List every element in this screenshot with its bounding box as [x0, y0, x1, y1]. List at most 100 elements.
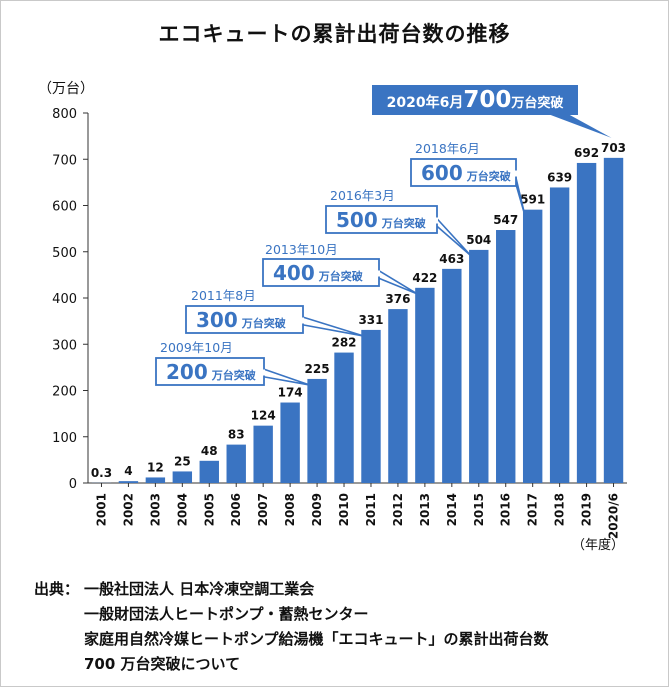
bar-value-label: 703 [601, 141, 626, 155]
x-tick-label: 2014 [445, 493, 459, 526]
callout-number: 200 [166, 360, 208, 384]
source-label: 出典： [34, 580, 80, 598]
y-tick-label: 400 [52, 292, 77, 307]
callout-box [410, 158, 517, 187]
x-tick-label: 2001 [94, 493, 108, 526]
callout-text: 400 万台突破 [273, 261, 363, 285]
bar-2017 [522, 209, 543, 483]
callout-box [372, 85, 578, 115]
callout-unit: 万台突破 [318, 269, 363, 283]
y-tick-label: 100 [52, 431, 77, 446]
callout-pointer [548, 114, 612, 138]
y-tick-label: 300 [52, 338, 77, 353]
callout-date: 2020年6月 [387, 94, 464, 111]
bar-value-label: 463 [439, 252, 464, 266]
y-tick-label: 200 [52, 385, 77, 400]
callout-number: 400 [273, 261, 315, 285]
source-line: 一般社団法人 日本冷凍空調工業会 [84, 580, 315, 598]
callout-number: 600 [421, 161, 463, 185]
bar-2015 [469, 249, 489, 483]
bar-2013 [415, 287, 435, 483]
bar-value-label: 331 [358, 313, 383, 327]
callout-pointer [261, 367, 311, 386]
source-line: 700 万台突破について [84, 655, 241, 673]
x-tick-label: 2015 [472, 493, 486, 526]
bar-value-label: 124 [251, 409, 276, 423]
callout-pointer [300, 315, 365, 337]
bar-value-label: 692 [574, 146, 599, 160]
x-axis-label: （年度） [572, 537, 624, 553]
bar-value-label: 174 [278, 386, 303, 400]
callout-pointer [376, 268, 418, 295]
bar-2007 [253, 425, 273, 483]
bar-2005 [199, 460, 219, 483]
bar-2003 [145, 477, 166, 483]
x-tick-label: 2020/6 [607, 493, 621, 539]
x-tick-label: 2019 [580, 493, 594, 526]
callout-text: 300 万台突破 [196, 308, 286, 332]
x-tick-label: 2016 [499, 493, 513, 526]
callout-join [513, 170, 517, 177]
bar-value-label: 422 [412, 271, 437, 285]
callout-text: 500 万台突破 [336, 208, 426, 232]
callout-text: 600 万台突破 [421, 161, 511, 185]
bar-value-label: 504 [466, 233, 491, 247]
callout-date: 2018年6月 [415, 141, 480, 156]
x-tick-label: 2018 [553, 493, 567, 526]
callout-date: 2011年8月 [191, 288, 256, 303]
bar-2012 [388, 309, 408, 483]
bar-2016 [496, 230, 516, 483]
bar-value-label: 376 [385, 292, 410, 306]
callout-unit: 万台突破 [466, 169, 511, 183]
callout-number: 700 [463, 87, 511, 113]
y-tick-label: 500 [52, 246, 77, 261]
x-tick-label: 2007 [256, 493, 270, 526]
bar-2014 [442, 268, 462, 483]
bar-2006 [226, 444, 246, 483]
callout-join [261, 369, 265, 376]
x-tick-label: 2008 [283, 493, 297, 526]
y-tick-label: 800 [52, 107, 77, 122]
bar-2010 [334, 352, 354, 483]
x-tick-label: 2004 [175, 493, 189, 526]
callout-join [434, 217, 438, 224]
callout-unit: 万台突破 [241, 316, 286, 330]
bar-2020/6 [603, 157, 624, 484]
bar-value-label: 48 [201, 444, 218, 458]
callout-number: 300 [196, 308, 238, 332]
callout-unit: 万台突破 [510, 95, 563, 111]
bar-2019 [576, 162, 597, 483]
bar-2004 [172, 471, 193, 483]
callout-date: 2016年3月 [330, 188, 395, 203]
source-line: 家庭用自然冷媒ヒートポンプ給湯機「エコキュート」の累計出荷台数 [84, 630, 549, 648]
bar-2002 [118, 481, 139, 483]
callout-date: 2013年10月 [265, 242, 338, 257]
bar-2009 [307, 378, 327, 483]
bar-2008 [280, 402, 300, 483]
x-tick-label: 2002 [121, 493, 135, 526]
bar-2018 [549, 187, 570, 483]
x-tick-label: 2005 [202, 493, 216, 526]
callout-join [376, 270, 380, 277]
y-tick-label: 600 [52, 200, 77, 215]
callout-join [300, 317, 304, 324]
x-tick-label: 2009 [310, 493, 324, 526]
bar-value-label: 282 [331, 336, 356, 350]
y-axis-label: （万台） [38, 81, 94, 97]
bar-value-label: 547 [493, 213, 518, 227]
bar-2011 [361, 329, 381, 483]
source-line: 一般財団法人ヒートポンプ・蓄熱センター [84, 605, 369, 623]
x-tick-label: 2003 [148, 493, 162, 526]
bar-value-label: 0.3 [91, 466, 112, 480]
x-tick-label: 2012 [391, 493, 405, 526]
y-tick-label: 0 [69, 477, 77, 492]
chart-title: エコキュートの累計出荷台数の推移 [158, 22, 511, 46]
callout-box [185, 305, 304, 334]
callout-unit: 万台突破 [211, 368, 256, 382]
x-tick-label: 2010 [337, 493, 351, 526]
callout-text: 200 万台突破 [166, 360, 256, 384]
x-tick-label: 2011 [364, 493, 378, 526]
x-tick-label: 2006 [229, 493, 243, 526]
callout-text: 2020年6月700万台突破 [387, 87, 564, 113]
